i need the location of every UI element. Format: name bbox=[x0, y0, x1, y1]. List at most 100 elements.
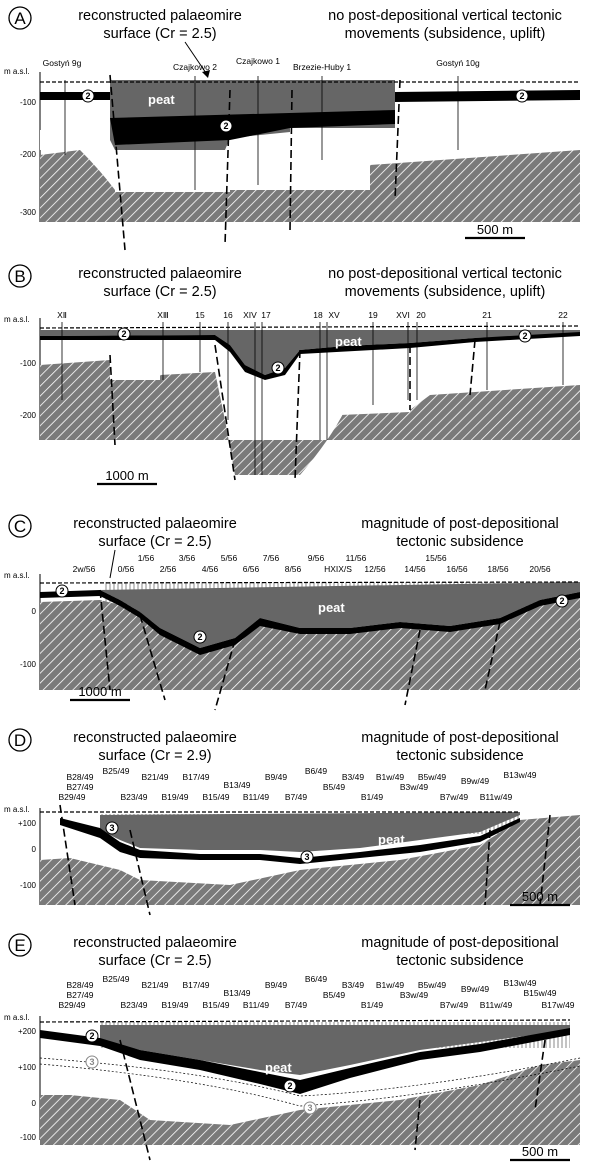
panel-e: E reconstructed palaeomire surface (Cr =… bbox=[4, 933, 581, 1162]
svg-text:-100: -100 bbox=[20, 660, 37, 669]
svg-text:1000 m: 1000 m bbox=[78, 684, 121, 699]
panel-d-borehole-label: B19/49 bbox=[162, 792, 189, 802]
panel-c-borehole-label: 4/56 bbox=[202, 564, 219, 574]
panel-d-borehole-label: B1/49 bbox=[361, 792, 383, 802]
svg-text:2: 2 bbox=[197, 632, 202, 642]
panel-d-borehole-label: B7/49 bbox=[285, 792, 307, 802]
svg-text:2: 2 bbox=[89, 1031, 94, 1041]
panel-d-borehole-label: B15/49 bbox=[203, 792, 230, 802]
panel-c-borehole-label: 7/56 bbox=[263, 553, 280, 563]
panel-d-borehole-label: B3w/49 bbox=[400, 782, 429, 792]
panel-e-borehole-label: B17/49 bbox=[183, 980, 210, 990]
svg-text:2: 2 bbox=[121, 329, 126, 339]
panel-b-seam-marker: 2 2 2 bbox=[117, 327, 532, 375]
panel-d-letter-badge: D bbox=[8, 728, 32, 752]
svg-text:magnitude of post-depositional: magnitude of post-depositional bbox=[361, 516, 559, 532]
panel-b-borehole-label: 21 bbox=[482, 310, 492, 320]
panel-c-borehole-label: HXIX/S bbox=[324, 564, 352, 574]
svg-text:tectonic subsidence: tectonic subsidence bbox=[396, 953, 523, 969]
panel-b-borehole-label: XⅢ bbox=[157, 310, 169, 320]
panel-a-pointer-arrow bbox=[184, 41, 209, 77]
panel-d-borehole-label: B13/49 bbox=[224, 780, 251, 790]
svg-text:m a.s.l.: m a.s.l. bbox=[4, 315, 30, 324]
panel-b-peat-label: peat bbox=[335, 334, 362, 349]
panel-b-borehole-label: XVI bbox=[396, 310, 410, 320]
panel-d-borehole-label: B25/49 bbox=[103, 766, 130, 776]
svg-text:2: 2 bbox=[85, 91, 90, 101]
panel-d-borehole-label: B17/49 bbox=[183, 772, 210, 782]
svg-text:0: 0 bbox=[32, 607, 37, 616]
panel-a-borehole-label: Brzezie-Huby 1 bbox=[293, 62, 351, 72]
panel-a-right-title-2: movements (subsidence, uplift) bbox=[345, 26, 546, 42]
panel-b-coal-seam bbox=[40, 332, 580, 380]
panel-a-borehole-label: Gostyń 10g bbox=[436, 58, 480, 68]
panel-c-borehole-label: 6/56 bbox=[243, 564, 260, 574]
panel-d-borehole-label: B9w/49 bbox=[461, 776, 490, 786]
panel-c-borehole-label: 3/56 bbox=[179, 553, 196, 563]
svg-text:2: 2 bbox=[522, 331, 527, 341]
panel-a-tick-1: -100 bbox=[20, 98, 37, 107]
svg-text:reconstructed palaeomire: reconstructed palaeomire bbox=[78, 266, 242, 282]
svg-text:tectonic subsidence: tectonic subsidence bbox=[396, 534, 523, 550]
panel-b-borehole-label: XV bbox=[328, 310, 340, 320]
panel-e-borehole-label: B6/49 bbox=[305, 974, 327, 984]
svg-text:+100: +100 bbox=[18, 819, 37, 828]
panel-a-tick-2: -200 bbox=[20, 150, 37, 159]
panel-e-borehole-label: B3w/49 bbox=[400, 990, 429, 1000]
panel-a: A reconstructed palaeomire surface (Cr =… bbox=[4, 6, 580, 251]
panel-c-borehole-label: 20/56 bbox=[529, 564, 551, 574]
svg-text:m a.s.l.: m a.s.l. bbox=[4, 571, 30, 580]
panel-b-borehole-label: XⅡ bbox=[57, 310, 67, 320]
svg-text:surface (Cr = 2.9): surface (Cr = 2.9) bbox=[98, 748, 211, 764]
svg-text:2: 2 bbox=[59, 586, 64, 596]
panel-e-borehole-label: B28/49 bbox=[67, 980, 94, 990]
panel-e-borehole-label: B1/49 bbox=[361, 1000, 383, 1010]
panel-b-letter-badge: B bbox=[8, 264, 32, 288]
svg-text:D: D bbox=[14, 731, 26, 750]
panel-a-letter: A bbox=[14, 9, 26, 28]
panel-e-borehole-label: B5/49 bbox=[323, 990, 345, 1000]
svg-text:2: 2 bbox=[275, 363, 280, 373]
panel-e-borehole-label: B1w/49 bbox=[376, 980, 405, 990]
panel-d-borehole-label: B11/49 bbox=[243, 792, 270, 802]
panel-a-borehole-label: Czajkowo 2 bbox=[173, 62, 217, 72]
panel-c: C reconstructed palaeomire surface (Cr =… bbox=[4, 514, 581, 711]
svg-text:-100: -100 bbox=[20, 881, 37, 890]
svg-text:-100: -100 bbox=[20, 359, 37, 368]
panel-e-borehole-label: B13w/49 bbox=[503, 978, 536, 988]
panel-e-borehole-label: B25/49 bbox=[103, 974, 130, 984]
panel-e-peat-body bbox=[100, 1025, 570, 1075]
svg-text:-200: -200 bbox=[20, 411, 37, 420]
panel-e-borehole-label: B17w/49 bbox=[541, 1000, 574, 1010]
panel-e-basement bbox=[40, 1060, 580, 1145]
panel-a-scale-label: 500 m bbox=[477, 222, 513, 237]
panel-b-borehole-label: 20 bbox=[416, 310, 426, 320]
panel-a-left-title-2: surface (Cr = 2.5) bbox=[103, 26, 216, 42]
panel-a-right-title-1: no post-depositional vertical tectonic bbox=[328, 8, 562, 24]
svg-text:movements (subsidence, uplift): movements (subsidence, uplift) bbox=[345, 284, 546, 300]
panel-c-borehole-label: 14/56 bbox=[404, 564, 426, 574]
panel-b-borehole-label: XIV bbox=[243, 310, 257, 320]
panel-c-borehole-label: 2w/56 bbox=[73, 564, 96, 574]
panel-e-borehole-label: B23/49 bbox=[121, 1000, 148, 1010]
panel-c-borehole-label: 15/56 bbox=[425, 553, 447, 563]
panel-b-basement bbox=[40, 360, 580, 475]
panel-d-borehole-label: B5w/49 bbox=[418, 772, 447, 782]
panel-e-borehole-label: B9/49 bbox=[265, 980, 287, 990]
svg-text:surface (Cr = 2.5): surface (Cr = 2.5) bbox=[103, 284, 216, 300]
panel-e-borehole-label: B19/49 bbox=[162, 1000, 189, 1010]
svg-text:reconstructed palaeomire: reconstructed palaeomire bbox=[73, 935, 237, 951]
svg-text:m a.s.l.: m a.s.l. bbox=[4, 1013, 30, 1022]
panel-d-borehole-label: B3/49 bbox=[342, 772, 364, 782]
svg-text:500 m: 500 m bbox=[522, 1144, 558, 1159]
svg-text:magnitude of post-depositional: magnitude of post-depositional bbox=[361, 935, 559, 951]
panel-c-borehole-label: 9/56 bbox=[308, 553, 325, 563]
panel-c-borehole-label: 12/56 bbox=[364, 564, 386, 574]
panel-c-borehole-label: 16/56 bbox=[446, 564, 468, 574]
panel-a-basement bbox=[40, 150, 580, 222]
panel-b-borehole-label: 19 bbox=[368, 310, 378, 320]
svg-text:+200: +200 bbox=[18, 1027, 37, 1036]
panel-b: B reconstructed palaeomire surface (Cr =… bbox=[4, 264, 581, 486]
panel-d-borehole-label: B21/49 bbox=[142, 772, 169, 782]
